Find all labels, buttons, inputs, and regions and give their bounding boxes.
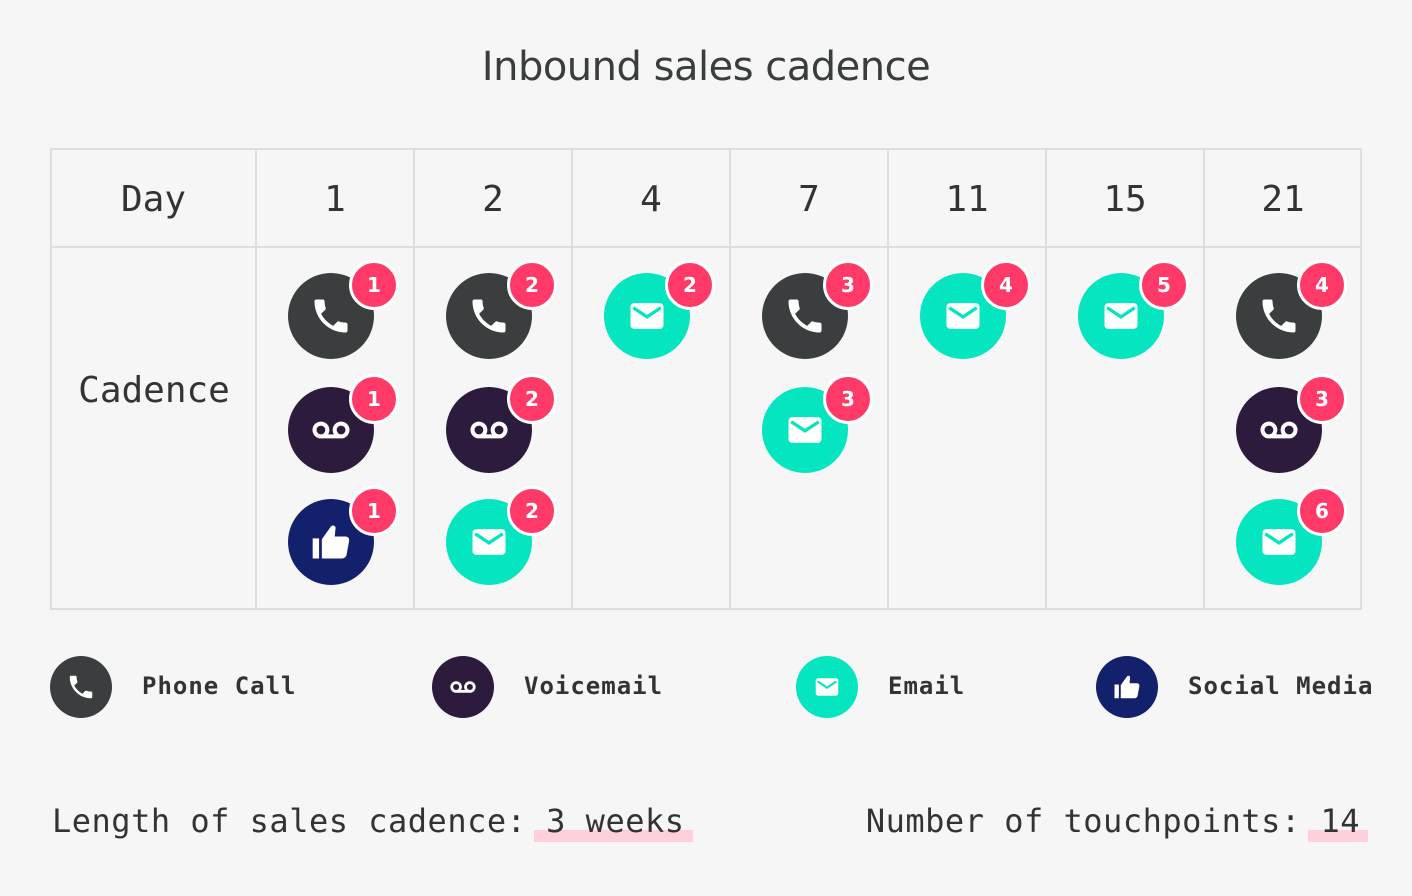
touchpoint-count-badge: 1: [349, 486, 399, 536]
envelope-icon: [446, 499, 532, 585]
row-divider: [52, 246, 1360, 248]
cadence-length-label: Length of sales cadence:: [52, 802, 527, 840]
touchpoint-count-badge: 3: [823, 374, 873, 424]
touchpoint-count-badge: 2: [507, 486, 557, 536]
day-column-header: 4: [640, 179, 662, 220]
touchpoint-count-label: Number of touchpoints:: [865, 802, 1301, 840]
legend-label-email: Email: [888, 672, 966, 700]
touchpoint-count-badge: 6: [1297, 486, 1347, 536]
legend-label-phone: Phone Call: [142, 672, 297, 700]
day-column-header: 1: [324, 179, 346, 220]
day-column-header: 15: [1103, 179, 1147, 220]
column-divider: [571, 150, 573, 608]
cadence-length: Length of sales cadence: 3 weeks: [52, 802, 693, 842]
legend-phone-icon: [50, 656, 112, 718]
column-divider: [729, 150, 731, 608]
day-column-header: 21: [1261, 179, 1305, 220]
day-column-header: 7: [798, 179, 820, 220]
touchpoint-count-badge: 3: [1297, 374, 1347, 424]
touchpoint-count-badge: 4: [1297, 260, 1347, 310]
column-divider: [1203, 150, 1205, 608]
legend-voicemail-icon: [432, 656, 494, 718]
touchpoint-count-badge: 5: [1139, 260, 1189, 310]
touchpoint-count-badge: 2: [507, 374, 557, 424]
day-column-header: 11: [945, 179, 989, 220]
legend-label-voicemail: Voicemail: [524, 672, 664, 700]
column-divider: [255, 150, 257, 608]
touchpoint-count-value: 14: [1308, 802, 1368, 842]
cadence-row-label: Cadence: [78, 370, 230, 411]
page-title: Inbound sales cadence: [481, 44, 931, 90]
day-column-header: 2: [482, 179, 504, 220]
envelope-icon: [1078, 273, 1164, 359]
legend-thumbs-up-icon: [1096, 656, 1158, 718]
touchpoint-count-badge: 2: [665, 260, 715, 310]
day-header: Day: [120, 179, 187, 220]
touchpoint-count-badge: 2: [507, 260, 557, 310]
column-divider: [1045, 150, 1047, 608]
legend-label-social: Social Media: [1188, 672, 1374, 700]
touchpoint-count-badge: 4: [981, 260, 1031, 310]
cadence-length-value: 3 weeks: [534, 802, 693, 842]
touchpoint-count-badge: 1: [349, 374, 399, 424]
touchpoint-count: Number of touchpoints: 14: [865, 802, 1368, 842]
column-divider: [887, 150, 889, 608]
legend-envelope-icon: [796, 656, 858, 718]
envelope-icon: [1236, 499, 1322, 585]
touchpoint-count-badge: 1: [349, 260, 399, 310]
column-divider: [413, 150, 415, 608]
touchpoint-count-badge: 3: [823, 260, 873, 310]
